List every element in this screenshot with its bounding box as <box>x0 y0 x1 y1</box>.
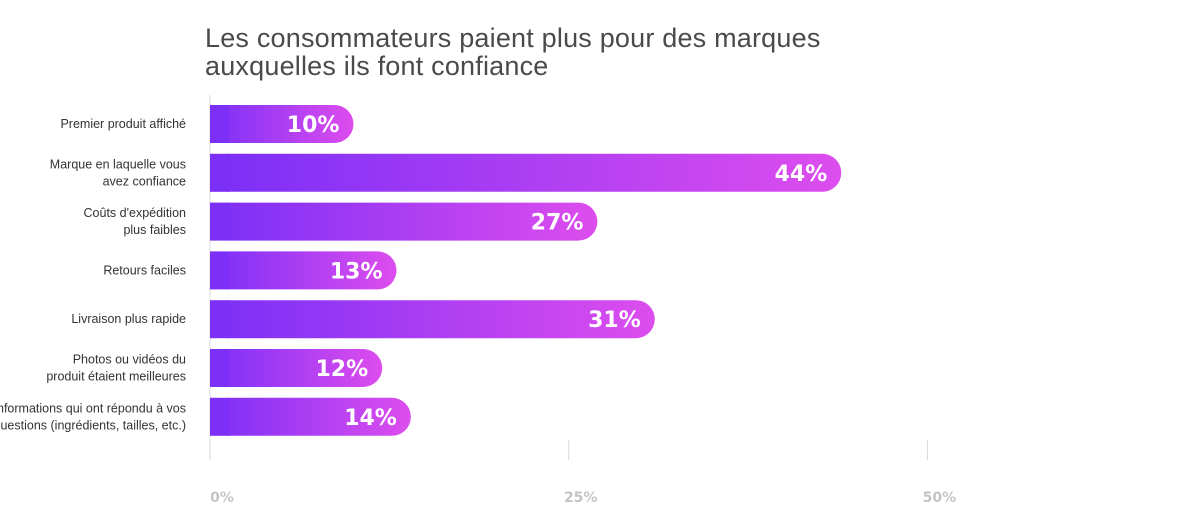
category-label: produit étaient meilleures <box>46 370 186 384</box>
bar <box>210 349 383 387</box>
bar-group: 14% Informations qui ont répondu à vos que… <box>0 397 411 436</box>
bar-value-label: 12% <box>316 357 369 382</box>
bar-value-label: 31% <box>588 308 641 333</box>
chart-title-line-1: Les consommateurs paient plus pour des m… <box>205 23 821 53</box>
bar <box>210 300 655 339</box>
bar <box>210 397 411 436</box>
bar-value-label: 13% <box>330 259 383 284</box>
chart-title-line-2: auxquelles ils font confiance <box>205 51 549 81</box>
bar <box>210 153 842 192</box>
category-label: avez confiance <box>103 174 186 188</box>
bar-left-edge <box>210 153 229 192</box>
bar <box>210 251 397 290</box>
bar-left-edge <box>210 105 229 143</box>
bar-value-label: 14% <box>344 406 397 431</box>
category-label: Informations qui ont répondu à vos <box>0 401 186 415</box>
bar-group: 13% Retours faciles <box>103 251 397 290</box>
bar <box>210 105 354 143</box>
bar-value-label: 44% <box>775 162 828 187</box>
category-label: plus faibles <box>123 223 186 237</box>
category-label: Marque en laquelle vous <box>50 157 186 171</box>
bar-value-label: 10% <box>287 113 340 138</box>
bar-left-edge <box>210 202 229 241</box>
category-label: Livraison plus rapide <box>71 312 186 326</box>
bar-group: 10% Premier produit affiché <box>60 105 354 143</box>
bar-value-label: 27% <box>531 211 584 236</box>
bar-group: 44% Marque en laquelle vous avez confiance <box>50 153 842 192</box>
bar-group: 31% Livraison plus rapide <box>71 300 655 339</box>
bar-left-edge <box>210 397 229 436</box>
x-tick-label: 0% <box>210 490 234 506</box>
bar-left-edge <box>210 349 229 387</box>
bar-left-edge <box>210 251 229 290</box>
chart-title: Les consommateurs paient plus pour des m… <box>205 24 1105 80</box>
bar-group: 27% Coûts d'expédition plus faibles <box>84 202 598 241</box>
bar-group: 12% Photos ou vidéos du produit étaient me… <box>46 349 383 387</box>
category-label: questions (ingrédients, tailles, etc.) <box>0 418 186 432</box>
category-label: Coûts d'expédition <box>84 206 187 220</box>
x-tick-label: 25% <box>564 490 598 506</box>
bar-left-edge <box>210 300 229 339</box>
category-label: Photos ou vidéos du <box>73 353 186 367</box>
x-tick-label: 50% <box>923 490 957 506</box>
bar <box>210 202 598 241</box>
category-label: Premier produit affiché <box>60 117 186 131</box>
category-label: Retours faciles <box>103 263 186 277</box>
